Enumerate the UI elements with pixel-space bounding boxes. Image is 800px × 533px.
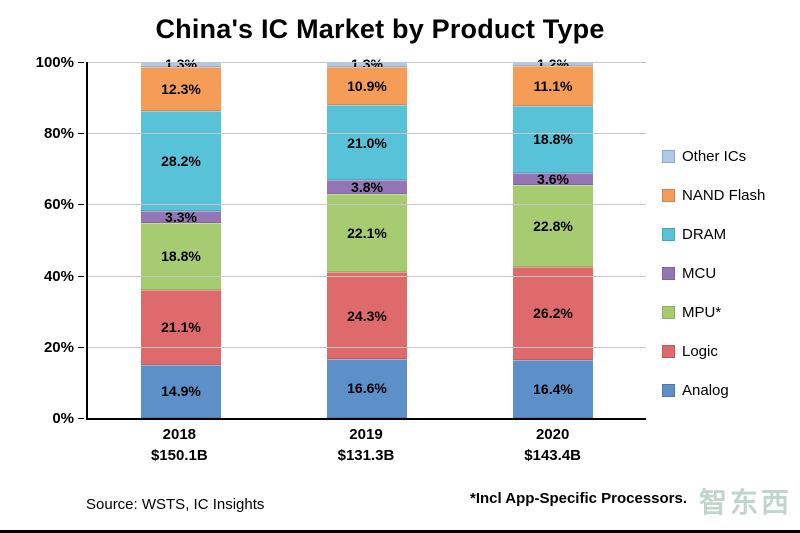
stacked-bar-2019: 16.6% 24.3% 22.1% 3.8% 21.0% 10.9% 1.3% [327, 57, 407, 418]
y-tick-label-20: 20% [43, 338, 74, 356]
segment-2018-logic: 21.1% [141, 289, 221, 365]
x-axis-labels: 2018 $150.1B 2019 $131.3B 2020 $143.4B [86, 424, 646, 466]
legend-label: MCU [682, 265, 717, 282]
gridline-20 [88, 346, 646, 348]
segment-2019-nand-flash: 10.9% [327, 66, 407, 106]
segment-2018-nand-flash: 12.3% [141, 66, 221, 111]
x-label-year: 2020 [535, 426, 570, 443]
segment-value-label: 3.8% [351, 178, 383, 195]
segment-value-label: 21.0% [347, 134, 387, 151]
watermark: 智东西 [698, 487, 792, 518]
segment-value-label: 16.4% [533, 380, 573, 397]
legend-item-dram: DRAM [662, 226, 798, 243]
x-label-value: $131.3B [337, 447, 395, 464]
y-tick-label-40: 40% [43, 267, 74, 285]
x-label-2018: 2018 $150.1B [119, 424, 239, 466]
segment-2018-dram: 28.2% [141, 110, 221, 211]
plot-area: 14.9% 21.1% 18.8% 3.3% 28.2% 12.3% 1.3% 16.6% 24… [86, 57, 646, 420]
segment-2019-dram: 21.0% [327, 105, 407, 181]
y-tick-mark-80 [78, 133, 84, 135]
legend-item-nand-flash: NAND Flash [662, 187, 798, 204]
segment-value-label: 14.9% [161, 383, 201, 400]
legend-swatch [662, 228, 675, 241]
y-tick-label-100: 100% [35, 54, 74, 71]
segment-value-label: 21.1% [161, 319, 201, 336]
legend-label: Other ICs [682, 148, 747, 165]
y-tick-label-60: 60% [43, 196, 74, 214]
segment-2019-logic: 24.3% [327, 272, 407, 359]
segment-2020-mcu: 3.6% [513, 171, 593, 188]
y-tick-mark-60 [78, 204, 84, 206]
x-label-year: 2018 [162, 426, 197, 443]
stacked-bar-2020: 16.4% 26.2% 22.8% 3.6% 18.8% 11.1% 1.2% [513, 57, 593, 418]
segment-value-label: 10.9% [347, 78, 387, 95]
x-label-2019: 2019 $131.3B [306, 424, 426, 466]
legend-swatch [662, 150, 675, 163]
chart-title: China's IC Market by Product Type [155, 14, 605, 44]
footnote-text: *Incl App-Specific Processors. [470, 490, 688, 507]
segment-2020-nand-flash: 11.1% [513, 66, 593, 106]
segment-value-label: 24.3% [347, 307, 387, 324]
y-tick-mark-20 [78, 346, 84, 348]
segment-value-label: 26.2% [533, 305, 573, 322]
legend-swatch [662, 384, 675, 397]
x-label-value: $143.4B [524, 447, 581, 464]
legend-swatch [662, 345, 675, 358]
segment-2020-logic: 26.2% [513, 266, 593, 360]
segment-2019-mcu: 3.8% [327, 180, 407, 194]
gridline-40 [88, 275, 646, 277]
segment-2020-analog: 16.4% [513, 359, 593, 418]
gridline-100 [88, 62, 646, 63]
legend-label: MPU* [682, 304, 722, 321]
segment-value-label: 3.3% [165, 208, 197, 225]
legend-label: Analog [682, 382, 729, 399]
legend-label: DRAM [682, 226, 727, 243]
x-label-year: 2019 [349, 426, 383, 443]
segment-value-label: 3.6% [537, 171, 569, 188]
segment-value-label: 12.3% [161, 80, 201, 97]
y-tick-mark-40 [78, 275, 84, 277]
segment-value-label: 22.8% [533, 217, 573, 234]
stacked-bar-2018: 14.9% 21.1% 18.8% 3.3% 28.2% 12.3% 1.3% [141, 57, 221, 418]
bars-container: 14.9% 21.1% 18.8% 3.3% 28.2% 12.3% 1.3% 16.6% 24… [88, 57, 646, 418]
segment-value-label: 28.2% [161, 152, 201, 169]
segment-2018-analog: 14.9% [141, 364, 221, 418]
legend-item-mcu: MCU [662, 265, 798, 282]
legend-swatch [662, 306, 675, 319]
segment-2018-mcu: 3.3% [141, 208, 221, 225]
legend-swatch [662, 189, 675, 202]
legend: Other ICs NAND Flash DRAM MCU MPU* Logic Analo… [662, 148, 798, 421]
y-tick-mark-100 [78, 62, 84, 63]
segment-2018-mpu-: 18.8% [141, 222, 221, 290]
segment-2020-mpu-: 22.8% [513, 185, 593, 267]
bottom-border-line [0, 530, 800, 533]
legend-item-logic: Logic [662, 343, 798, 360]
segment-value-label: 16.6% [347, 380, 387, 397]
segment-2019-analog: 16.6% [327, 358, 407, 418]
x-label-value: $150.1B [150, 447, 208, 464]
y-tick-mark-0 [78, 418, 84, 419]
segment-2019-mpu-: 22.1% [327, 193, 407, 273]
segment-value-label: 18.8% [161, 248, 201, 265]
segment-value-label: 11.1% [533, 78, 573, 95]
segment-2020-dram: 18.8% [513, 105, 593, 173]
legend-item-analog: Analog [662, 382, 798, 399]
gridline-60 [88, 204, 646, 206]
gridline-80 [88, 133, 646, 135]
x-label-2020: 2020 $143.4B [493, 424, 613, 466]
legend-item-other-ics: Other ICs [662, 148, 798, 165]
legend-swatch [662, 267, 675, 280]
legend-label: Logic [682, 343, 718, 360]
legend-label: NAND Flash [682, 187, 766, 204]
y-tick-label-0: 0% [52, 410, 74, 427]
segment-value-label: 22.1% [347, 225, 387, 242]
y-tick-label-80: 80% [43, 125, 74, 143]
source-text: Source: WSTS, IC Insights [86, 496, 265, 513]
segment-value-label: 18.8% [533, 131, 573, 148]
legend-item-mpu-: MPU* [662, 304, 798, 321]
